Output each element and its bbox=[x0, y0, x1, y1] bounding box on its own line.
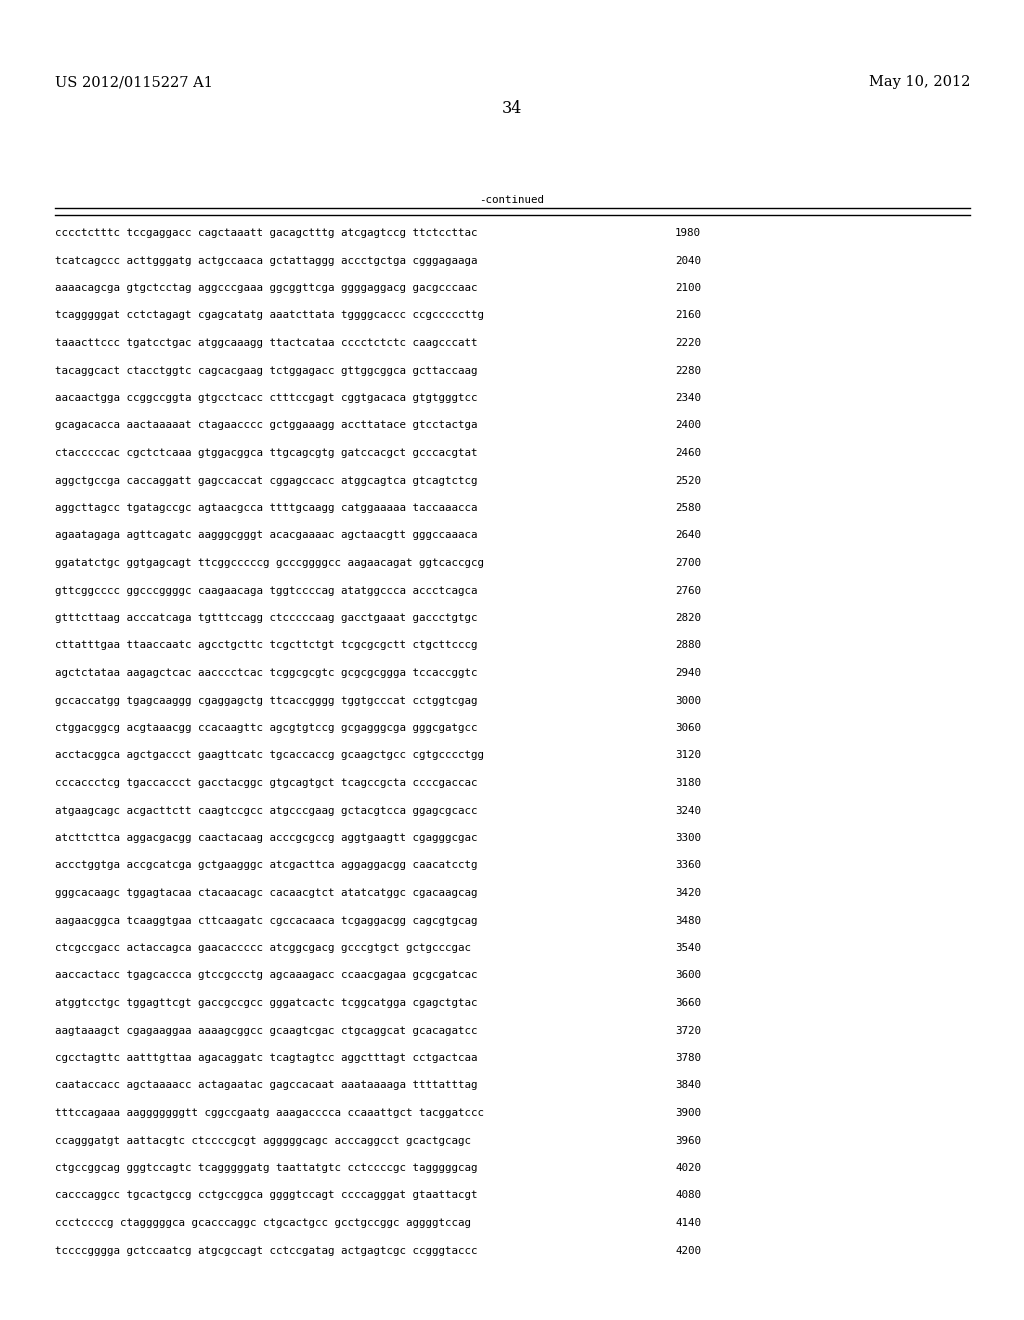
Text: 3540: 3540 bbox=[675, 942, 701, 953]
Text: cttatttgaa ttaaccaatc agcctgcttc tcgcttctgt tcgcgcgctt ctgcttcccg: cttatttgaa ttaaccaatc agcctgcttc tcgcttc… bbox=[55, 640, 477, 651]
Text: 2940: 2940 bbox=[675, 668, 701, 678]
Text: atcttcttca aggacgacgg caactacaag acccgcgccg aggtgaagtt cgagggcgac: atcttcttca aggacgacgg caactacaag acccgcg… bbox=[55, 833, 477, 843]
Text: 2520: 2520 bbox=[675, 475, 701, 486]
Text: 2460: 2460 bbox=[675, 447, 701, 458]
Text: 4080: 4080 bbox=[675, 1191, 701, 1200]
Text: 4140: 4140 bbox=[675, 1218, 701, 1228]
Text: ggatatctgc ggtgagcagt ttcggcccccg gcccggggcc aagaacagat ggtcaccgcg: ggatatctgc ggtgagcagt ttcggcccccg gcccgg… bbox=[55, 558, 484, 568]
Text: aggcttagcc tgatagccgc agtaacgcca ttttgcaagg catggaaaaa taccaaacca: aggcttagcc tgatagccgc agtaacgcca ttttgca… bbox=[55, 503, 477, 513]
Text: aggctgccga caccaggatt gagccaccat cggagccacc atggcagtca gtcagtctcg: aggctgccga caccaggatt gagccaccat cggagcc… bbox=[55, 475, 477, 486]
Text: gttcggcccc ggcccggggc caagaacaga tggtccccag atatggccca accctcagca: gttcggcccc ggcccggggc caagaacaga tggtccc… bbox=[55, 586, 477, 595]
Text: 3480: 3480 bbox=[675, 916, 701, 925]
Text: ctgccggcag gggtccagtc tcagggggatg taattatgtc cctccccgc tagggggcag: ctgccggcag gggtccagtc tcagggggatg taatta… bbox=[55, 1163, 477, 1173]
Text: 2400: 2400 bbox=[675, 421, 701, 430]
Text: acctacggca agctgaccct gaagttcatc tgcaccaccg gcaagctgcc cgtgcccctgg: acctacggca agctgaccct gaagttcatc tgcacca… bbox=[55, 751, 484, 760]
Text: ccctccccg ctagggggca gcacccaggc ctgcactgcc gcctgccggc aggggtccag: ccctccccg ctagggggca gcacccaggc ctgcactg… bbox=[55, 1218, 471, 1228]
Text: accctggtga accgcatcga gctgaagggc atcgacttca aggaggacgg caacatcctg: accctggtga accgcatcga gctgaagggc atcgact… bbox=[55, 861, 477, 870]
Text: cacccaggcc tgcactgccg cctgccggca ggggtccagt ccccagggat gtaattacgt: cacccaggcc tgcactgccg cctgccggca ggggtcc… bbox=[55, 1191, 477, 1200]
Text: 3600: 3600 bbox=[675, 970, 701, 981]
Text: US 2012/0115227 A1: US 2012/0115227 A1 bbox=[55, 75, 213, 88]
Text: caataccacc agctaaaacc actagaatac gagccacaat aaataaaaga ttttatttag: caataccacc agctaaaacc actagaatac gagccac… bbox=[55, 1081, 477, 1090]
Text: 4200: 4200 bbox=[675, 1246, 701, 1255]
Text: 3300: 3300 bbox=[675, 833, 701, 843]
Text: cgcctagttc aatttgttaa agacaggatc tcagtagtcc aggctttagt cctgactcaa: cgcctagttc aatttgttaa agacaggatc tcagtag… bbox=[55, 1053, 477, 1063]
Text: ctggacggcg acgtaaacgg ccacaagttc agcgtgtccg gcgagggcga gggcgatgcc: ctggacggcg acgtaaacgg ccacaagttc agcgtgt… bbox=[55, 723, 477, 733]
Text: aagaacggca tcaaggtgaa cttcaagatc cgccacaaca tcgaggacgg cagcgtgcag: aagaacggca tcaaggtgaa cttcaagatc cgccaca… bbox=[55, 916, 477, 925]
Text: aagtaaagct cgagaaggaa aaaagcggcc gcaagtcgac ctgcaggcat gcacagatcc: aagtaaagct cgagaaggaa aaaagcggcc gcaagtc… bbox=[55, 1026, 477, 1035]
Text: tacaggcact ctacctggtc cagcacgaag tctggagacc gttggcggca gcttaccaag: tacaggcact ctacctggtc cagcacgaag tctggag… bbox=[55, 366, 477, 375]
Text: cccaccctcg tgaccaccct gacctacggc gtgcagtgct tcagccgcta ccccgaccac: cccaccctcg tgaccaccct gacctacggc gtgcagt… bbox=[55, 777, 477, 788]
Text: 3960: 3960 bbox=[675, 1135, 701, 1146]
Text: gccaccatgg tgagcaaggg cgaggagctg ttcaccgggg tggtgcccat cctggtcgag: gccaccatgg tgagcaaggg cgaggagctg ttcaccg… bbox=[55, 696, 477, 705]
Text: taaacttccc tgatcctgac atggcaaagg ttactcataa cccctctctc caagcccatt: taaacttccc tgatcctgac atggcaaagg ttactca… bbox=[55, 338, 477, 348]
Text: aacaactgga ccggccggta gtgcctcacc ctttccgagt cggtgacaca gtgtgggtcc: aacaactgga ccggccggta gtgcctcacc ctttccg… bbox=[55, 393, 477, 403]
Text: -continued: -continued bbox=[479, 195, 545, 205]
Text: ctacccccac cgctctcaaa gtggacggca ttgcagcgtg gatccacgct gcccacgtat: ctacccccac cgctctcaaa gtggacggca ttgcagc… bbox=[55, 447, 477, 458]
Text: 34: 34 bbox=[502, 100, 522, 117]
Text: aaaacagcga gtgctcctag aggcccgaaa ggcggttcga ggggaggacg gacgcccaac: aaaacagcga gtgctcctag aggcccgaaa ggcggtt… bbox=[55, 282, 477, 293]
Text: agaatagaga agttcagatc aagggcgggt acacgaaaac agctaacgtt gggccaaaca: agaatagaga agttcagatc aagggcgggt acacgaa… bbox=[55, 531, 477, 540]
Text: 2760: 2760 bbox=[675, 586, 701, 595]
Text: tttccagaaa aagggggggtt cggccgaatg aaagacccca ccaaattgct tacggatccc: tttccagaaa aagggggggtt cggccgaatg aaagac… bbox=[55, 1107, 484, 1118]
Text: 3780: 3780 bbox=[675, 1053, 701, 1063]
Text: cccctctttc tccgaggacc cagctaaatt gacagctttg atcgagtccg ttctccttac: cccctctttc tccgaggacc cagctaaatt gacagct… bbox=[55, 228, 477, 238]
Text: 2160: 2160 bbox=[675, 310, 701, 321]
Text: 3660: 3660 bbox=[675, 998, 701, 1008]
Text: 3840: 3840 bbox=[675, 1081, 701, 1090]
Text: ccagggatgt aattacgtc ctccccgcgt agggggcagc acccaggcct gcactgcagc: ccagggatgt aattacgtc ctccccgcgt agggggca… bbox=[55, 1135, 471, 1146]
Text: May 10, 2012: May 10, 2012 bbox=[868, 75, 970, 88]
Text: 3720: 3720 bbox=[675, 1026, 701, 1035]
Text: 2640: 2640 bbox=[675, 531, 701, 540]
Text: 2040: 2040 bbox=[675, 256, 701, 265]
Text: 3240: 3240 bbox=[675, 805, 701, 816]
Text: atgaagcagc acgacttctt caagtccgcc atgcccgaag gctacgtcca ggagcgcacc: atgaagcagc acgacttctt caagtccgcc atgcccg… bbox=[55, 805, 477, 816]
Text: 3060: 3060 bbox=[675, 723, 701, 733]
Text: atggtcctgc tggagttcgt gaccgccgcc gggatcactc tcggcatgga cgagctgtac: atggtcctgc tggagttcgt gaccgccgcc gggatca… bbox=[55, 998, 477, 1008]
Text: gcagacacca aactaaaaat ctagaacccc gctggaaagg accttatace gtcctactga: gcagacacca aactaaaaat ctagaacccc gctggaa… bbox=[55, 421, 477, 430]
Text: 3900: 3900 bbox=[675, 1107, 701, 1118]
Text: 2580: 2580 bbox=[675, 503, 701, 513]
Text: 2700: 2700 bbox=[675, 558, 701, 568]
Text: tcatcagccc acttgggatg actgccaaca gctattaggg accctgctga cgggagaaga: tcatcagccc acttgggatg actgccaaca gctatta… bbox=[55, 256, 477, 265]
Text: 2820: 2820 bbox=[675, 612, 701, 623]
Text: gtttcttaag acccatcaga tgtttccagg ctcccccaag gacctgaaat gaccctgtgc: gtttcttaag acccatcaga tgtttccagg ctccccc… bbox=[55, 612, 477, 623]
Text: gggcacaagc tggagtacaa ctacaacagc cacaacgtct atatcatggc cgacaagcag: gggcacaagc tggagtacaa ctacaacagc cacaacg… bbox=[55, 888, 477, 898]
Text: 2880: 2880 bbox=[675, 640, 701, 651]
Text: 3420: 3420 bbox=[675, 888, 701, 898]
Text: 2280: 2280 bbox=[675, 366, 701, 375]
Text: 2220: 2220 bbox=[675, 338, 701, 348]
Text: 3120: 3120 bbox=[675, 751, 701, 760]
Text: 3180: 3180 bbox=[675, 777, 701, 788]
Text: ctcgccgacc actaccagca gaacaccccc atcggcgacg gcccgtgct gctgcccgac: ctcgccgacc actaccagca gaacaccccc atcggcg… bbox=[55, 942, 471, 953]
Text: 3000: 3000 bbox=[675, 696, 701, 705]
Text: 2340: 2340 bbox=[675, 393, 701, 403]
Text: 1980: 1980 bbox=[675, 228, 701, 238]
Text: agctctataa aagagctcac aacccctcac tcggcgcgtc gcgcgcggga tccaccggtc: agctctataa aagagctcac aacccctcac tcggcgc… bbox=[55, 668, 477, 678]
Text: tccccgggga gctccaatcg atgcgccagt cctccgatag actgagtcgc ccgggtaccc: tccccgggga gctccaatcg atgcgccagt cctccga… bbox=[55, 1246, 477, 1255]
Text: 3360: 3360 bbox=[675, 861, 701, 870]
Text: 2100: 2100 bbox=[675, 282, 701, 293]
Text: 4020: 4020 bbox=[675, 1163, 701, 1173]
Text: tcagggggat cctctagagt cgagcatatg aaatcttata tggggcaccc ccgcccccttg: tcagggggat cctctagagt cgagcatatg aaatctt… bbox=[55, 310, 484, 321]
Text: aaccactacc tgagcaccca gtccgccctg agcaaagacc ccaacgagaa gcgcgatcac: aaccactacc tgagcaccca gtccgccctg agcaaag… bbox=[55, 970, 477, 981]
